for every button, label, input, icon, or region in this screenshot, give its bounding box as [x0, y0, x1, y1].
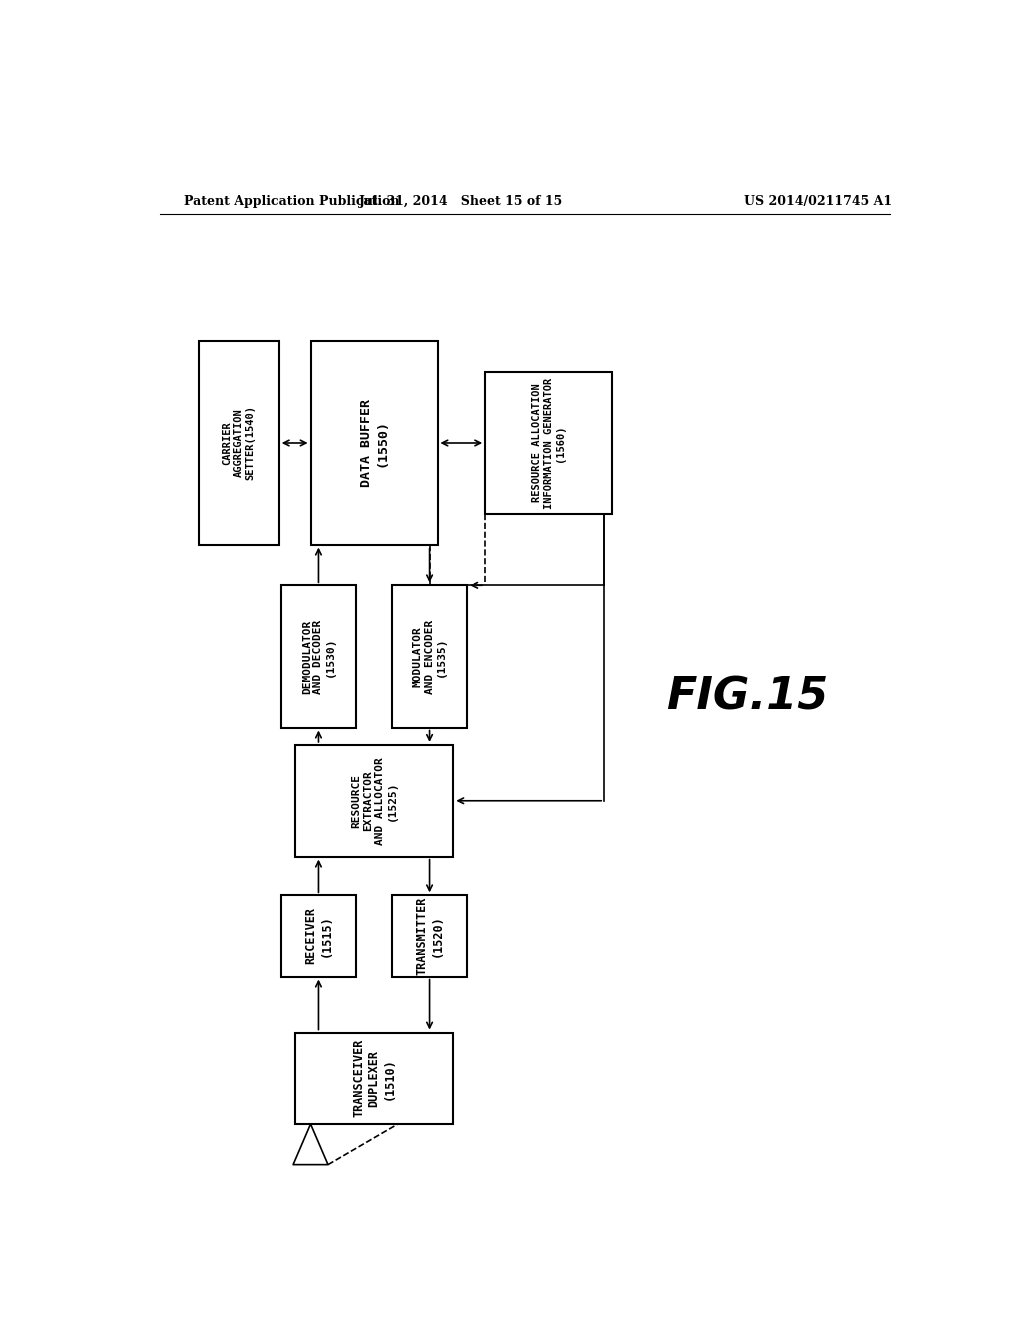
- Bar: [392, 585, 467, 727]
- Bar: [295, 1032, 454, 1125]
- Text: DATA BUFFER
(1550): DATA BUFFER (1550): [360, 399, 388, 487]
- Text: Jul. 31, 2014   Sheet 15 of 15: Jul. 31, 2014 Sheet 15 of 15: [359, 194, 563, 207]
- Text: MODULATOR
AND ENCODER
(1535): MODULATOR AND ENCODER (1535): [413, 619, 446, 693]
- Bar: [485, 372, 612, 515]
- Text: RESOURCE ALLOCATION
INFORMATION GENERATOR
(1560): RESOURCE ALLOCATION INFORMATION GENERATO…: [532, 378, 565, 508]
- Text: DEMODULATOR
AND DECODER
(1530): DEMODULATOR AND DECODER (1530): [302, 619, 335, 693]
- Text: FIG.15: FIG.15: [666, 676, 828, 718]
- Bar: [200, 342, 279, 545]
- Bar: [295, 744, 454, 857]
- Bar: [281, 585, 356, 727]
- Text: CARRIER
AGGREGATION
SETTER(1540): CARRIER AGGREGATION SETTER(1540): [222, 405, 256, 480]
- Text: Patent Application Publication: Patent Application Publication: [183, 194, 399, 207]
- Text: US 2014/0211745 A1: US 2014/0211745 A1: [744, 194, 893, 207]
- Bar: [392, 895, 467, 977]
- Text: RECEIVER
(1515): RECEIVER (1515): [304, 907, 333, 965]
- Text: TRANSCEIVER
DUPLEXER
(1510): TRANSCEIVER DUPLEXER (1510): [352, 1039, 395, 1118]
- Text: TRANSMITTER
(1520): TRANSMITTER (1520): [416, 896, 443, 975]
- Bar: [310, 342, 437, 545]
- Text: RESOURCE
EXTRACTOR
AND ALLOCATOR
(1525): RESOURCE EXTRACTOR AND ALLOCATOR (1525): [351, 756, 396, 845]
- Bar: [281, 895, 356, 977]
